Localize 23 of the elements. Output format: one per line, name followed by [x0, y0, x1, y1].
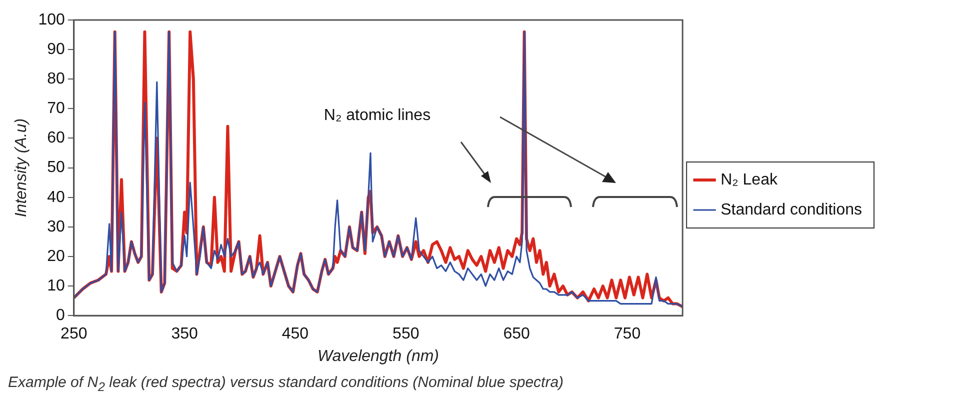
y-tick-label: 90 [47, 40, 65, 58]
y-tick-label: 20 [47, 248, 65, 265]
x-tick-label: 250 [60, 326, 88, 343]
y-tick-label: 40 [47, 188, 65, 206]
y-tick-label: 10 [47, 277, 65, 294]
legend-label: Standard conditions [720, 201, 862, 218]
x-tick-label: 350 [171, 326, 198, 343]
y-tick-label: 100 [38, 11, 65, 28]
x-axis-title: Wavelength (nm) [317, 348, 439, 365]
y-tick-label: 70 [47, 100, 65, 118]
legend-label: N₂ Leak [720, 171, 778, 188]
text: Example of N$_{2}$ leak (red spectra) versus standard conditions (Nominal blue spectra) [8, 374, 564, 394]
x-tick-label: 450 [282, 326, 309, 343]
y-tick-label: 30 [47, 218, 65, 236]
y-tick-label: 50 [47, 159, 65, 176]
annotation: N₂ atomic lines [324, 107, 431, 124]
x-tick-label: 650 [503, 326, 530, 343]
y-axis-title: Intensity (A.u) [13, 118, 30, 218]
y-tick-label: 60 [47, 130, 65, 147]
x-tick-label: 550 [392, 326, 420, 343]
y-tick-label: 0 [56, 307, 65, 324]
y-tick-label: 80 [47, 70, 65, 88]
x-tick-label: 750 [614, 326, 641, 343]
